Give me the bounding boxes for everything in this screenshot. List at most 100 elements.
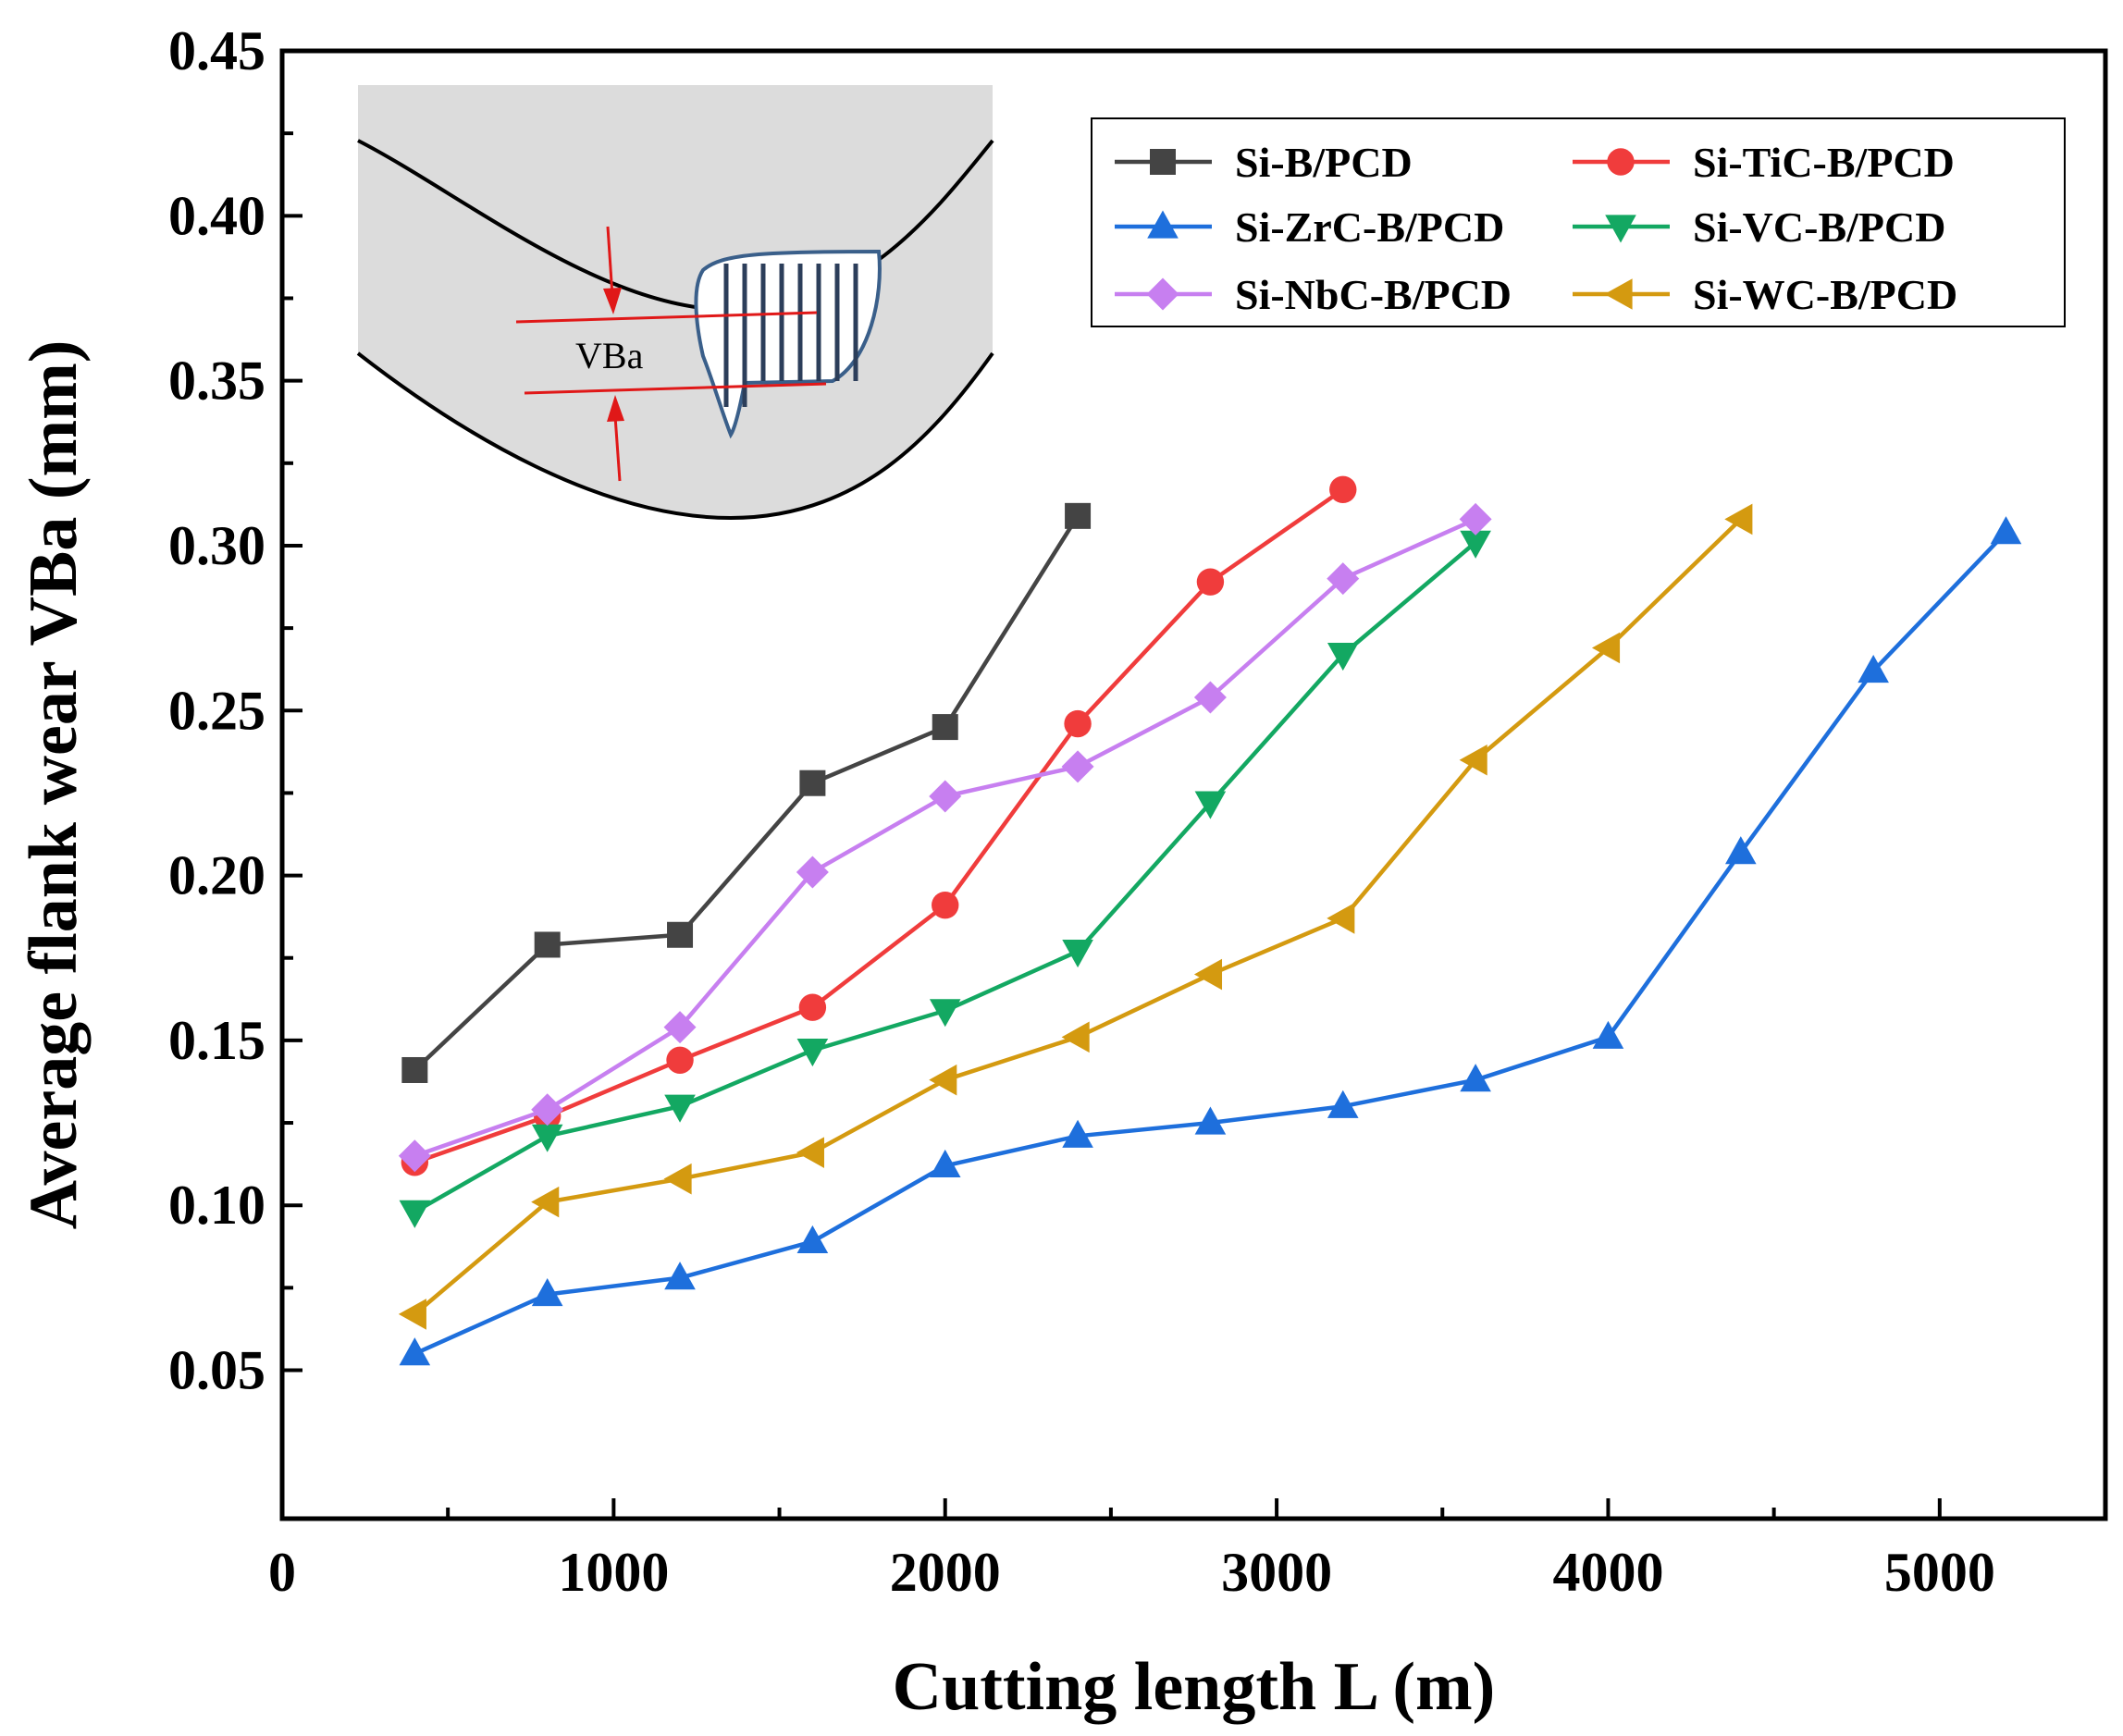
data-point	[1990, 516, 2022, 545]
legend-label: Si-WC-B/PCD	[1693, 271, 1957, 318]
data-point	[796, 856, 829, 889]
y-tick-label: 0.40	[168, 185, 265, 246]
data-point	[666, 1046, 694, 1074]
series-si-tic-b-pcd	[401, 475, 1357, 1176]
inset-upper-red-line	[515, 311, 818, 324]
wear-inset-diagram: VBa	[356, 85, 994, 521]
data-point	[1725, 836, 1757, 865]
series-line	[413, 517, 1477, 1158]
data-point	[1196, 568, 1225, 596]
inset-wear-zone	[694, 249, 882, 439]
series-si-nbc-b-pcd	[398, 502, 1492, 1173]
x-axis-title: Cutting length L (m)	[893, 1649, 1496, 1725]
series-line	[413, 514, 1080, 1072]
y-tick-label: 0.20	[168, 845, 265, 906]
data-point	[664, 1094, 696, 1123]
data-point	[1592, 1020, 1624, 1049]
legend-item: Si-B/PCD	[1115, 139, 1413, 186]
data-point	[1329, 475, 1357, 504]
legend-label: Si-B/PCD	[1235, 139, 1413, 186]
data-point	[663, 1163, 692, 1195]
data-point	[798, 993, 827, 1021]
y-tick-label: 0.10	[168, 1175, 265, 1236]
series-si-vc-b-pcd	[399, 530, 1491, 1228]
legend-item: Si-ZrC-B/PCD	[1115, 203, 1504, 251]
data-point	[1327, 562, 1360, 596]
data-point	[399, 1200, 431, 1228]
data-point	[401, 1056, 428, 1083]
inset-background	[358, 85, 993, 353]
data-point	[1061, 1021, 1090, 1053]
data-point	[531, 1093, 564, 1127]
legend-marker	[1150, 149, 1176, 175]
data-point	[667, 921, 694, 948]
series-si-wc-b-pcd	[398, 503, 1753, 1330]
y-tick-label: 0.30	[168, 515, 265, 576]
data-point	[1193, 958, 1223, 991]
data-point	[929, 1149, 961, 1178]
inset-vba-label: VBa	[575, 335, 644, 376]
x-tick-label: 2000	[890, 1542, 1001, 1603]
data-point	[399, 1337, 431, 1366]
data-point	[1065, 502, 1092, 529]
legend-marker	[1146, 277, 1179, 311]
x-tick-label: 5000	[1884, 1542, 1995, 1603]
legend-item: Si-TiC-B/PCD	[1573, 139, 1955, 186]
data-point	[1061, 750, 1094, 783]
data-point	[799, 770, 826, 796]
data-point	[1591, 632, 1621, 664]
data-point	[1460, 530, 1491, 559]
legend-marker	[1607, 148, 1635, 176]
axes-layer	[279, 48, 2108, 1521]
data-point	[929, 999, 961, 1028]
y-tick-label: 0.25	[168, 680, 265, 741]
legend-label: Si-NbC-B/PCD	[1235, 271, 1512, 318]
y-tick-label: 0.15	[168, 1010, 265, 1071]
x-tick-label: 1000	[558, 1542, 669, 1603]
inset-lower-edge	[356, 351, 994, 521]
data-point	[1327, 903, 1355, 934]
data-point	[1062, 939, 1093, 968]
data-point	[796, 1225, 829, 1254]
inset-up-arrow	[607, 395, 624, 482]
data-point	[932, 891, 959, 919]
data-point	[398, 1139, 431, 1173]
data-point	[929, 1064, 957, 1096]
data-point	[1194, 1106, 1227, 1135]
data-point	[531, 1277, 563, 1307]
data-point	[929, 780, 962, 813]
data-point	[1858, 654, 1889, 683]
data-point	[534, 931, 561, 958]
data-point	[398, 1299, 426, 1330]
y-tick-label: 0.05	[168, 1340, 265, 1401]
data-point	[1062, 1119, 1093, 1148]
data-point	[1064, 709, 1092, 738]
inset-lower-red-line	[524, 382, 827, 395]
x-tick-label: 3000	[1221, 1542, 1332, 1603]
data-point	[1459, 502, 1492, 536]
data-point	[1193, 681, 1227, 714]
legend-marker	[1605, 215, 1636, 243]
series-si-zrc-b-pcd	[399, 516, 2022, 1366]
inset-down-arrow	[603, 226, 622, 314]
data-point	[664, 1262, 696, 1290]
data-point	[1724, 503, 1753, 536]
data-point	[531, 1186, 560, 1218]
data-point	[1194, 791, 1227, 819]
legend-marker	[1604, 278, 1633, 310]
data-point	[1460, 1064, 1491, 1092]
series-line	[413, 517, 1743, 1316]
inset-tool-body	[358, 353, 993, 518]
data-point	[1327, 643, 1359, 671]
legend-label: Si-TiC-B/PCD	[1693, 139, 1955, 186]
x-tick-label: 4000	[1552, 1542, 1663, 1603]
legend-item: Si-WC-B/PCD	[1573, 271, 1957, 318]
legend-item: Si-NbC-B/PCD	[1115, 271, 1512, 318]
y-tick-label: 0.45	[168, 20, 265, 81]
legend-label: Si-ZrC-B/PCD	[1235, 203, 1504, 251]
ticks-layer: 0 1000 2000 3000 4000 5000 0.05 0.10 0.15 0.20 0.2…	[168, 20, 1995, 1603]
data-point	[932, 714, 958, 741]
series-si-b-pcd	[401, 502, 1092, 1083]
data-point	[796, 1137, 824, 1168]
